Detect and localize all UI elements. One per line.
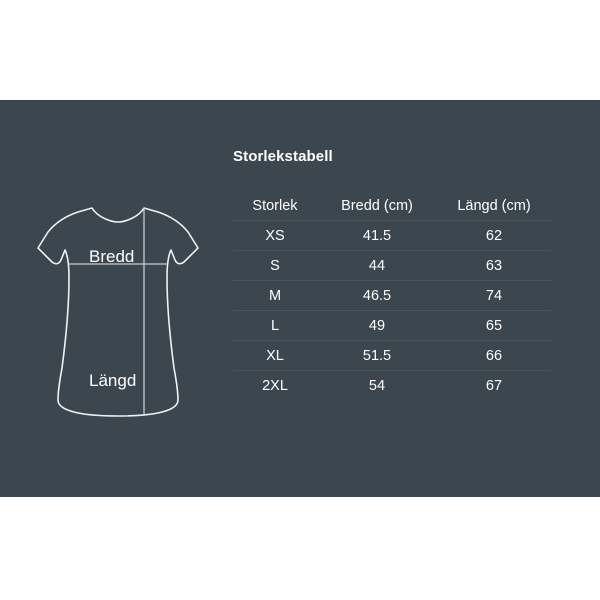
table-header-row: Storlek Bredd (cm) Längd (cm) <box>233 191 551 221</box>
cell-size: M <box>233 280 317 311</box>
width-label: Bredd <box>89 247 135 266</box>
table-header: Storlek Bredd (cm) Längd (cm) <box>233 191 551 221</box>
table-row: XS 41.5 62 <box>233 220 551 251</box>
cell-width: 46.5 <box>317 280 437 311</box>
cell-width: 44 <box>317 250 437 281</box>
table-row: XL 51.5 66 <box>233 340 551 371</box>
size-table: Storlek Bredd (cm) Längd (cm) XS 41.5 62… <box>233 191 551 400</box>
tshirt-diagram <box>18 178 218 428</box>
cell-size: 2XL <box>233 370 317 400</box>
cell-width: 51.5 <box>317 340 437 371</box>
cell-size: S <box>233 250 317 281</box>
cell-width: 54 <box>317 370 437 400</box>
table-row: L 49 65 <box>233 310 551 341</box>
table-body: XS 41.5 62 S 44 63 M 46.5 74 L 49 65 <box>233 220 551 400</box>
column-header-width: Bredd (cm) <box>341 197 413 214</box>
cell-length: 74 <box>437 280 551 311</box>
cell-size: XL <box>233 340 317 371</box>
cell-length: 63 <box>437 250 551 281</box>
cell-size: XS <box>233 220 317 251</box>
cell-size: L <box>233 310 317 341</box>
cell-length: 66 <box>437 340 551 371</box>
chart-title: Storlekstabell <box>233 148 333 165</box>
cell-width: 49 <box>317 310 437 341</box>
cell-length: 65 <box>437 310 551 341</box>
tshirt-body-path <box>37 207 199 417</box>
table-row: M 46.5 74 <box>233 280 551 311</box>
cell-width: 41.5 <box>317 220 437 251</box>
table-row: 2XL 54 67 <box>233 370 551 400</box>
length-label: Längd <box>89 371 137 390</box>
column-header-length: Längd (cm) <box>457 197 531 214</box>
cell-length: 62 <box>437 220 551 251</box>
cell-length: 67 <box>437 370 551 400</box>
column-header-size: Storlek <box>252 197 298 214</box>
table-row: S 44 63 <box>233 250 551 281</box>
size-table-block: Storlekstabell Storlek Bredd (cm) Längd … <box>233 148 553 400</box>
